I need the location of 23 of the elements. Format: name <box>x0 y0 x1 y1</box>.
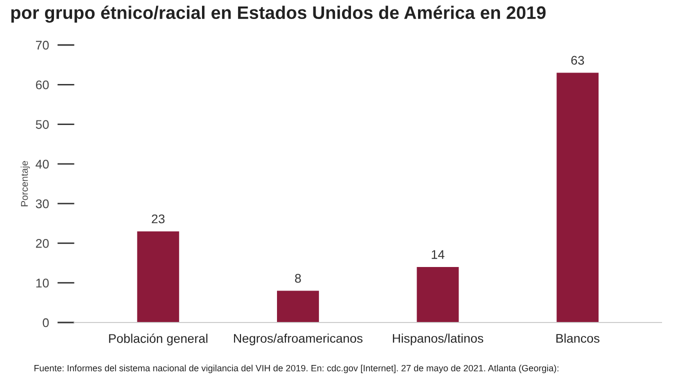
y-tick-label: 30 <box>36 199 49 208</box>
y-tick-label: 40 <box>36 160 49 169</box>
data-label: 23 <box>152 214 165 224</box>
x-tick-label: Hispanos/latinos <box>392 334 484 346</box>
data-label: 8 <box>295 274 301 283</box>
x-tick-label: Blancos <box>556 334 600 343</box>
y-tick-label: 60 <box>36 80 49 90</box>
x-tick-label: Población general <box>109 334 208 346</box>
y-tick-label: 50 <box>36 120 49 129</box>
bar <box>556 72 599 322</box>
y-axis-title: Porcentaje <box>20 160 30 206</box>
bar <box>416 267 459 322</box>
y-tick-label: 10 <box>36 278 49 288</box>
bar <box>276 290 319 322</box>
y-tick-label: 70 <box>36 40 49 50</box>
bar <box>137 231 180 322</box>
data-label: 63 <box>571 56 584 65</box>
data-label: 14 <box>432 250 444 259</box>
y-tick-label: 0 <box>42 318 49 328</box>
y-tick-label: 20 <box>36 239 49 248</box>
chart-title: por grupo étnico/racial en Estados Unidos de América en 2019 <box>11 6 546 23</box>
source-note: Fuente: Informes del sistema nacional de vigilancia del VIH de 2019. En: cdc.gov [Internet]. 27 de mayo de 2021. Atlanta (Georgia): <box>34 364 558 374</box>
x-tick-label: Negros/afroamericanos <box>234 334 362 346</box>
